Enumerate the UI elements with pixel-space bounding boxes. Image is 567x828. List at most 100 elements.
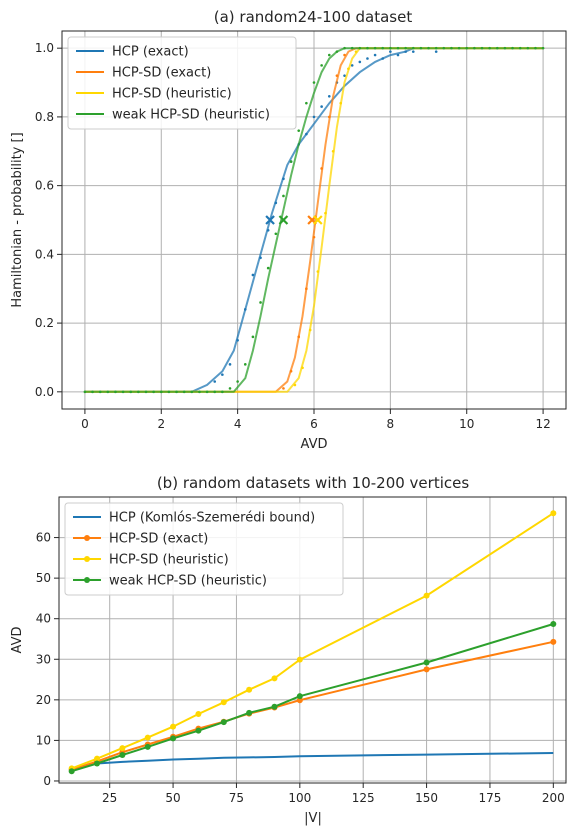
data-point bbox=[167, 390, 171, 394]
legend-marker bbox=[84, 577, 90, 583]
data-point bbox=[91, 390, 94, 394]
data-point bbox=[534, 46, 537, 50]
y-tick-label: 0.8 bbox=[35, 110, 54, 124]
data-point bbox=[350, 46, 354, 50]
data-point bbox=[411, 50, 415, 53]
data-point bbox=[274, 232, 278, 236]
x-tick-label: 0 bbox=[81, 417, 89, 431]
x-tick-label: 100 bbox=[288, 791, 311, 805]
chart-a-xlabel: AVD bbox=[301, 437, 328, 452]
data-point bbox=[205, 390, 209, 394]
data-point bbox=[358, 60, 362, 64]
series-1 bbox=[84, 47, 438, 393]
data-point bbox=[550, 620, 557, 627]
data-point bbox=[450, 46, 453, 50]
data-point bbox=[182, 390, 186, 394]
data-point bbox=[503, 46, 507, 50]
data-point bbox=[296, 656, 303, 663]
data-point bbox=[423, 666, 430, 673]
data-point bbox=[266, 266, 270, 270]
data-point bbox=[119, 745, 126, 752]
data-point bbox=[236, 338, 239, 342]
data-point bbox=[271, 675, 278, 682]
legend-box bbox=[64, 502, 344, 596]
data-point bbox=[381, 46, 385, 50]
data-point bbox=[366, 57, 369, 60]
series-line bbox=[71, 512, 554, 770]
chart-a-ticks: 0 2 4 6 8 10 12 0.0 0.2 0.4 0.6 0.8 1.0 bbox=[35, 41, 551, 431]
legend-box bbox=[67, 36, 297, 130]
legend-label: HCP-SD (heuristic) bbox=[109, 553, 229, 568]
data-point bbox=[327, 115, 331, 119]
data-point bbox=[354, 50, 358, 53]
data-point bbox=[282, 177, 285, 181]
chart-a-title: (a) random24-100 dataset bbox=[214, 8, 413, 26]
series-line bbox=[84, 47, 544, 393]
x-tick-label: 125 bbox=[352, 791, 375, 805]
chart-b: (b) random datasets with 10-200 vertices… bbox=[10, 474, 567, 826]
data-point bbox=[358, 46, 362, 50]
data-point bbox=[175, 390, 178, 394]
data-point bbox=[144, 390, 148, 394]
data-point bbox=[213, 380, 217, 383]
x-tick-label: 75 bbox=[229, 791, 244, 805]
data-point bbox=[195, 711, 202, 718]
chart-a-series bbox=[83, 46, 545, 394]
data-point bbox=[335, 74, 339, 77]
data-point bbox=[98, 390, 102, 394]
data-point bbox=[246, 709, 253, 716]
legend-label: weak HCP-SD (heuristic) bbox=[109, 574, 267, 589]
data-point bbox=[213, 390, 217, 394]
data-point bbox=[152, 390, 155, 394]
data-point bbox=[320, 105, 323, 108]
data-point bbox=[83, 390, 87, 394]
series-4 bbox=[68, 620, 557, 775]
data-point bbox=[404, 46, 407, 50]
series-line bbox=[84, 47, 544, 393]
legend-label: HCP-SD (exact) bbox=[112, 66, 211, 81]
legend-label: HCP-SD (exact) bbox=[109, 532, 208, 547]
data-point bbox=[68, 768, 75, 775]
data-point bbox=[312, 81, 316, 84]
chart-b-ticks: 25 50 75 100 125 150 175 200 0 10 20 30 40 50 60 bbox=[36, 531, 565, 805]
data-point bbox=[457, 46, 461, 50]
data-point bbox=[511, 46, 514, 50]
chart-a-legend: HCP (exact) HCP-SD (exact) HCP-SD (heurist… bbox=[67, 36, 297, 130]
data-point bbox=[289, 369, 293, 373]
legend-label: weak HCP-SD (heuristic) bbox=[112, 108, 270, 123]
data-point bbox=[331, 149, 335, 153]
data-point bbox=[119, 752, 126, 759]
data-point bbox=[427, 46, 430, 50]
data-point bbox=[170, 723, 177, 730]
data-point bbox=[339, 101, 343, 105]
data-point bbox=[312, 115, 316, 119]
half-probability-marker bbox=[313, 215, 323, 225]
data-point bbox=[282, 194, 285, 198]
data-point bbox=[495, 46, 499, 50]
x-tick-label: 10 bbox=[459, 417, 474, 431]
data-point bbox=[271, 703, 278, 710]
x-tick-label: 2 bbox=[157, 417, 165, 431]
data-point bbox=[308, 328, 312, 332]
half-probability-marker bbox=[278, 215, 289, 225]
data-point bbox=[198, 390, 201, 394]
data-point bbox=[259, 256, 262, 260]
data-point bbox=[220, 719, 227, 726]
data-point bbox=[381, 57, 385, 60]
data-point bbox=[550, 510, 557, 517]
data-point bbox=[301, 366, 304, 370]
y-tick-label: 60 bbox=[36, 531, 51, 545]
series-2 bbox=[84, 47, 544, 393]
x-tick-label: 12 bbox=[535, 417, 550, 431]
x-tick-label: 6 bbox=[310, 417, 318, 431]
y-tick-label: 0.2 bbox=[35, 316, 54, 330]
legend-label: HCP (exact) bbox=[112, 45, 189, 60]
chart-a: (a) random24-100 dataset 0 2 4 6 8 10 12 0.0 0.2… bbox=[10, 8, 567, 452]
legend-marker bbox=[84, 556, 90, 562]
data-point bbox=[297, 129, 301, 132]
data-point bbox=[335, 50, 339, 53]
data-point bbox=[434, 46, 438, 50]
series-1 bbox=[71, 752, 554, 770]
legend-label: HCP-SD (heuristic) bbox=[112, 87, 232, 102]
data-point bbox=[327, 53, 331, 57]
